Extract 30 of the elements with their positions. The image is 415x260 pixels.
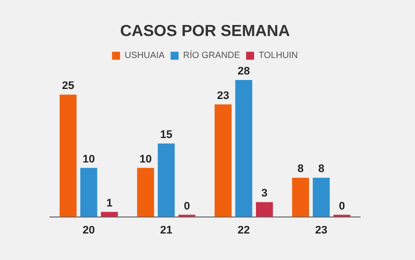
legend-label: USHUAIA: [124, 50, 165, 60]
chart-title: CASOS POR SEMANA: [120, 23, 290, 40]
bar: [60, 94, 77, 217]
data-label: 3: [261, 188, 268, 200]
bar: [137, 168, 154, 217]
bar: [292, 178, 310, 217]
data-label: 0: [338, 200, 345, 212]
data-label: 1: [106, 197, 112, 210]
bar: [235, 80, 252, 217]
data-label: 8: [298, 163, 304, 176]
x-tick-label: 23: [315, 224, 328, 236]
x-tick-label: 22: [238, 224, 250, 236]
data-label: 0: [184, 200, 190, 212]
data-label: 28: [238, 66, 250, 78]
bar: [256, 202, 273, 217]
x-tick-label: 20: [82, 224, 95, 236]
legend-label: TOLHUIN: [258, 50, 298, 60]
data-label: 23: [216, 90, 230, 102]
data-label: 10: [82, 153, 95, 166]
x-tick-label: 21: [160, 224, 172, 236]
bar: [80, 168, 98, 217]
data-label: 25: [62, 80, 74, 92]
data-label: 8: [318, 163, 324, 176]
bar: [158, 144, 175, 217]
bar: [312, 178, 330, 217]
legend-label: RÍO GRANDE: [183, 50, 240, 60]
data-label: 15: [160, 129, 172, 142]
bar: [214, 104, 232, 217]
bar: [100, 212, 118, 217]
data-label: 10: [139, 153, 152, 166]
